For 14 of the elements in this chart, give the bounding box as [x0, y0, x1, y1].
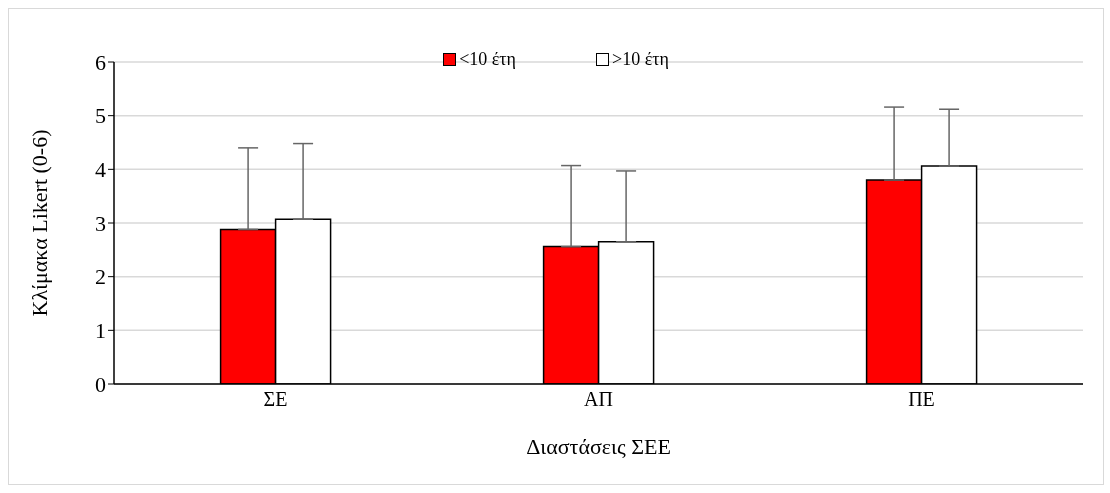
x-tick-label: ΣΕ — [263, 388, 288, 411]
y-tick-label: 4 — [95, 157, 106, 183]
y-tick-label: 0 — [95, 371, 106, 397]
x-axis-title: Διαστάσεις ΣΕΕ — [526, 434, 671, 459]
legend-label: <10 έτη — [458, 49, 516, 70]
legend-label: >10 έτη — [611, 49, 669, 70]
x-tick-label: ΠΕ — [908, 388, 935, 411]
y-tick-label: 3 — [95, 210, 106, 236]
y-tick-label: 1 — [95, 318, 106, 344]
y-tick-label: 5 — [95, 103, 106, 129]
x-tick-label: ΑΠ — [584, 388, 613, 411]
y-tick-label: 6 — [95, 49, 106, 75]
y-axis-title: Κλίμακα Likert (0-6) — [26, 129, 52, 317]
y-tick-label: 2 — [95, 264, 106, 290]
